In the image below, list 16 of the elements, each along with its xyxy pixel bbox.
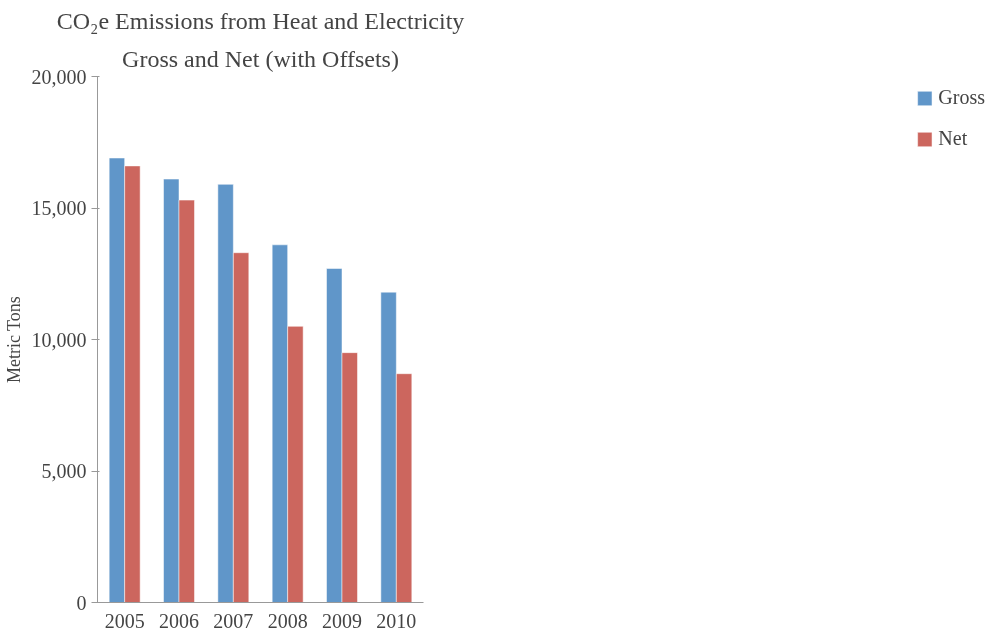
legend-label: Net [938,127,968,150]
chart-title: CO₂e Emissions from Heat and Electricity [56,7,465,34]
y-tick-label: 10,000 [31,328,87,351]
legend-label: Gross [938,86,985,109]
y-tick-label: 0 [76,591,87,614]
y-tick-label: 15,000 [31,197,87,219]
y-tick-label: 5,000 [41,460,87,482]
y-tick-label: 20,000 [31,65,87,88]
y-axis-title: Metric Tons [3,296,24,384]
x-tick-label: 2006 [159,609,199,632]
x-tick-label: 2009 [322,609,362,632]
x-tick-label: 2007 [213,609,254,632]
x-tick-label: 2005 [104,609,145,632]
x-tick-label: 2008 [267,609,308,632]
chart-subtitle: Gross and Net (with Offsets) [122,45,399,72]
x-tick-label: 2010 [376,609,417,632]
